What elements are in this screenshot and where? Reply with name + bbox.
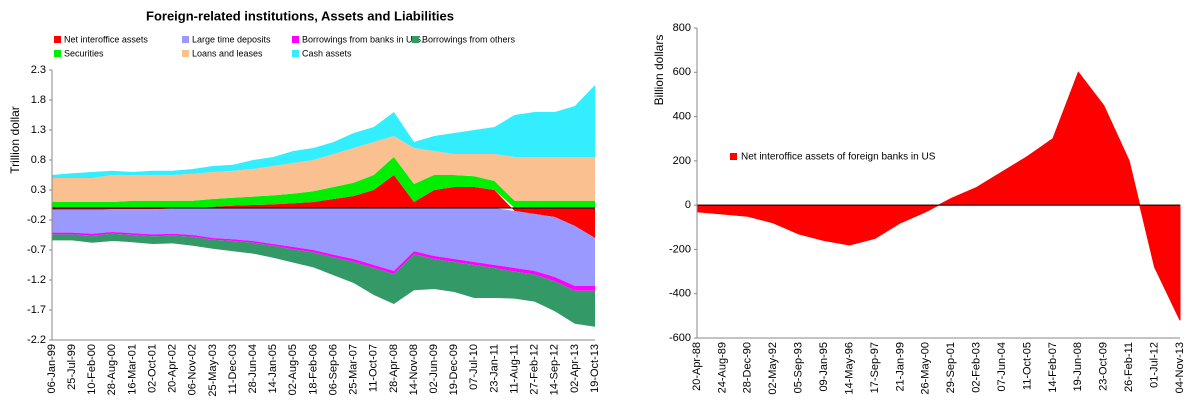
x-tick-label: 02-May-92 [767,342,779,395]
x-tick-label: 06-Sep-06 [327,344,339,395]
x-tick-label: 27-Feb-12 [529,344,541,395]
legend-swatch [54,50,61,57]
area [52,233,595,327]
x-tick-label: 24-Aug-89 [716,342,728,393]
legend-swatch [182,36,189,43]
x-tick-label: 28-Aug-00 [106,344,118,395]
y-tick-label: 0.3 [31,184,46,196]
y-tick-label: 2.3 [31,64,46,76]
legend-swatch [292,50,299,57]
x-tick-label: 25-Jul-99 [66,344,78,390]
area [52,157,595,208]
x-tick-label: 11-Oct-07 [368,344,380,392]
legend-label: Cash assets [302,48,352,58]
x-tick-label: 17-Sep-97 [869,342,881,393]
x-tick-label: 14-Feb-07 [1047,342,1059,393]
legend-swatch [412,36,419,43]
legend-swatch [730,153,737,160]
x-tick-label: 14-Nov-08 [408,344,420,395]
x-tick-label: 18-Feb-06 [307,344,319,395]
legend-label: Loans and leases [192,48,263,58]
x-tick-label: 11-Dec-03 [227,344,239,395]
x-tick-label: 29-Sep-01 [945,342,957,393]
y-tick-label: -0.7 [27,244,46,256]
legend-swatch [292,36,299,43]
x-tick-label: 28-Dec-90 [742,342,754,393]
x-tick-label: 14-May-96 [843,342,855,395]
y-axis-label: Billion dollars [652,35,666,106]
y-tick-label: 200 [673,155,691,167]
y-tick-label: -200 [669,243,691,255]
x-tick-label: 02-Feb-03 [971,342,983,393]
x-tick-label: 28-Apr-08 [388,344,400,393]
y-tick-label: -2.2 [27,334,46,346]
area [52,136,595,202]
area [52,175,595,238]
x-tick-label: 20-Apr-88 [691,342,703,391]
legend-label: Borrowings from banks in U.S. [302,34,424,44]
x-tick-label: 19-Jun-08 [1072,342,1084,392]
x-tick-label: 05-Sep-93 [793,342,805,393]
x-tick-label: 01-Jul-12 [1148,342,1160,388]
y-tick-label: 1.8 [31,94,46,106]
y-tick-label: 0 [685,199,691,211]
x-tick-label: 26-May-00 [920,342,932,395]
x-tick-label: 06-Nov-02 [187,344,199,395]
x-tick-label: 25-Mar-07 [348,344,360,395]
x-tick-label: 14-Sep-12 [549,344,561,395]
legend-swatch [182,50,189,57]
x-tick-label: 14-Jan-05 [267,344,279,394]
x-tick-label: 07-Jun-04 [996,342,1008,392]
x-tick-label: 25-May-03 [207,344,219,397]
area [52,85,595,178]
x-tick-label: 02-Jun-09 [428,344,440,394]
y-tick-label: -400 [669,288,691,300]
x-tick-label: 23-Oct-09 [1098,342,1110,391]
x-tick-label: 11-Aug-11 [508,344,520,394]
legend-label: Borrowings from others [422,34,516,44]
x-tick-label: 04-Nov-13 [1174,342,1186,393]
x-tick-label: 07-Jul-10 [468,344,480,390]
area [696,71,1181,321]
area [52,208,595,286]
legend-label: Large time deposits [192,34,271,44]
y-tick-label: 0.8 [31,154,46,166]
x-tick-label: 23-Jan-11 [488,344,500,393]
x-tick-label: 09-Jan-95 [818,342,830,392]
x-tick-label: 20-Apr-02 [167,344,179,393]
y-tick-label: 800 [673,22,691,34]
y-axis-label: Trillion dollar [8,106,22,174]
y-tick-label: -1.2 [27,274,46,286]
y-tick-label: 400 [673,110,691,122]
y-tick-label: -600 [669,332,691,344]
legend-label: Net interoffice assets of foreign banks … [741,152,936,163]
y-tick-label: 1.3 [31,124,46,136]
y-tick-label: 600 [673,66,691,78]
x-tick-label: 19-Dec-09 [448,344,460,395]
x-tick-label: 21-Jan-99 [894,342,906,392]
x-tick-label: 19-Oct-13 [589,344,601,393]
chart-title: Foreign-related institutions, Assets and… [146,8,454,23]
legend-label: Securities [64,48,104,58]
legend-label: Net interoffice assets [64,34,148,44]
x-tick-label: 06-Jan-99 [46,344,58,394]
y-tick-label: -0.2 [27,214,46,226]
x-tick-label: 16-Mar-01 [126,344,138,395]
x-tick-label: 28-Jun-04 [247,344,259,394]
legend-swatch [54,36,61,43]
x-tick-label: 02-Oct-01 [146,344,158,393]
y-tick-label: -1.7 [27,304,46,316]
x-tick-label: 02-Aug-05 [287,344,299,395]
x-tick-label: 10-Feb-00 [86,344,98,395]
x-tick-label: 26-Feb-11 [1123,342,1135,392]
x-tick-label: 11-Oct-05 [1021,342,1033,390]
x-tick-label: 02-Apr-13 [569,344,581,393]
